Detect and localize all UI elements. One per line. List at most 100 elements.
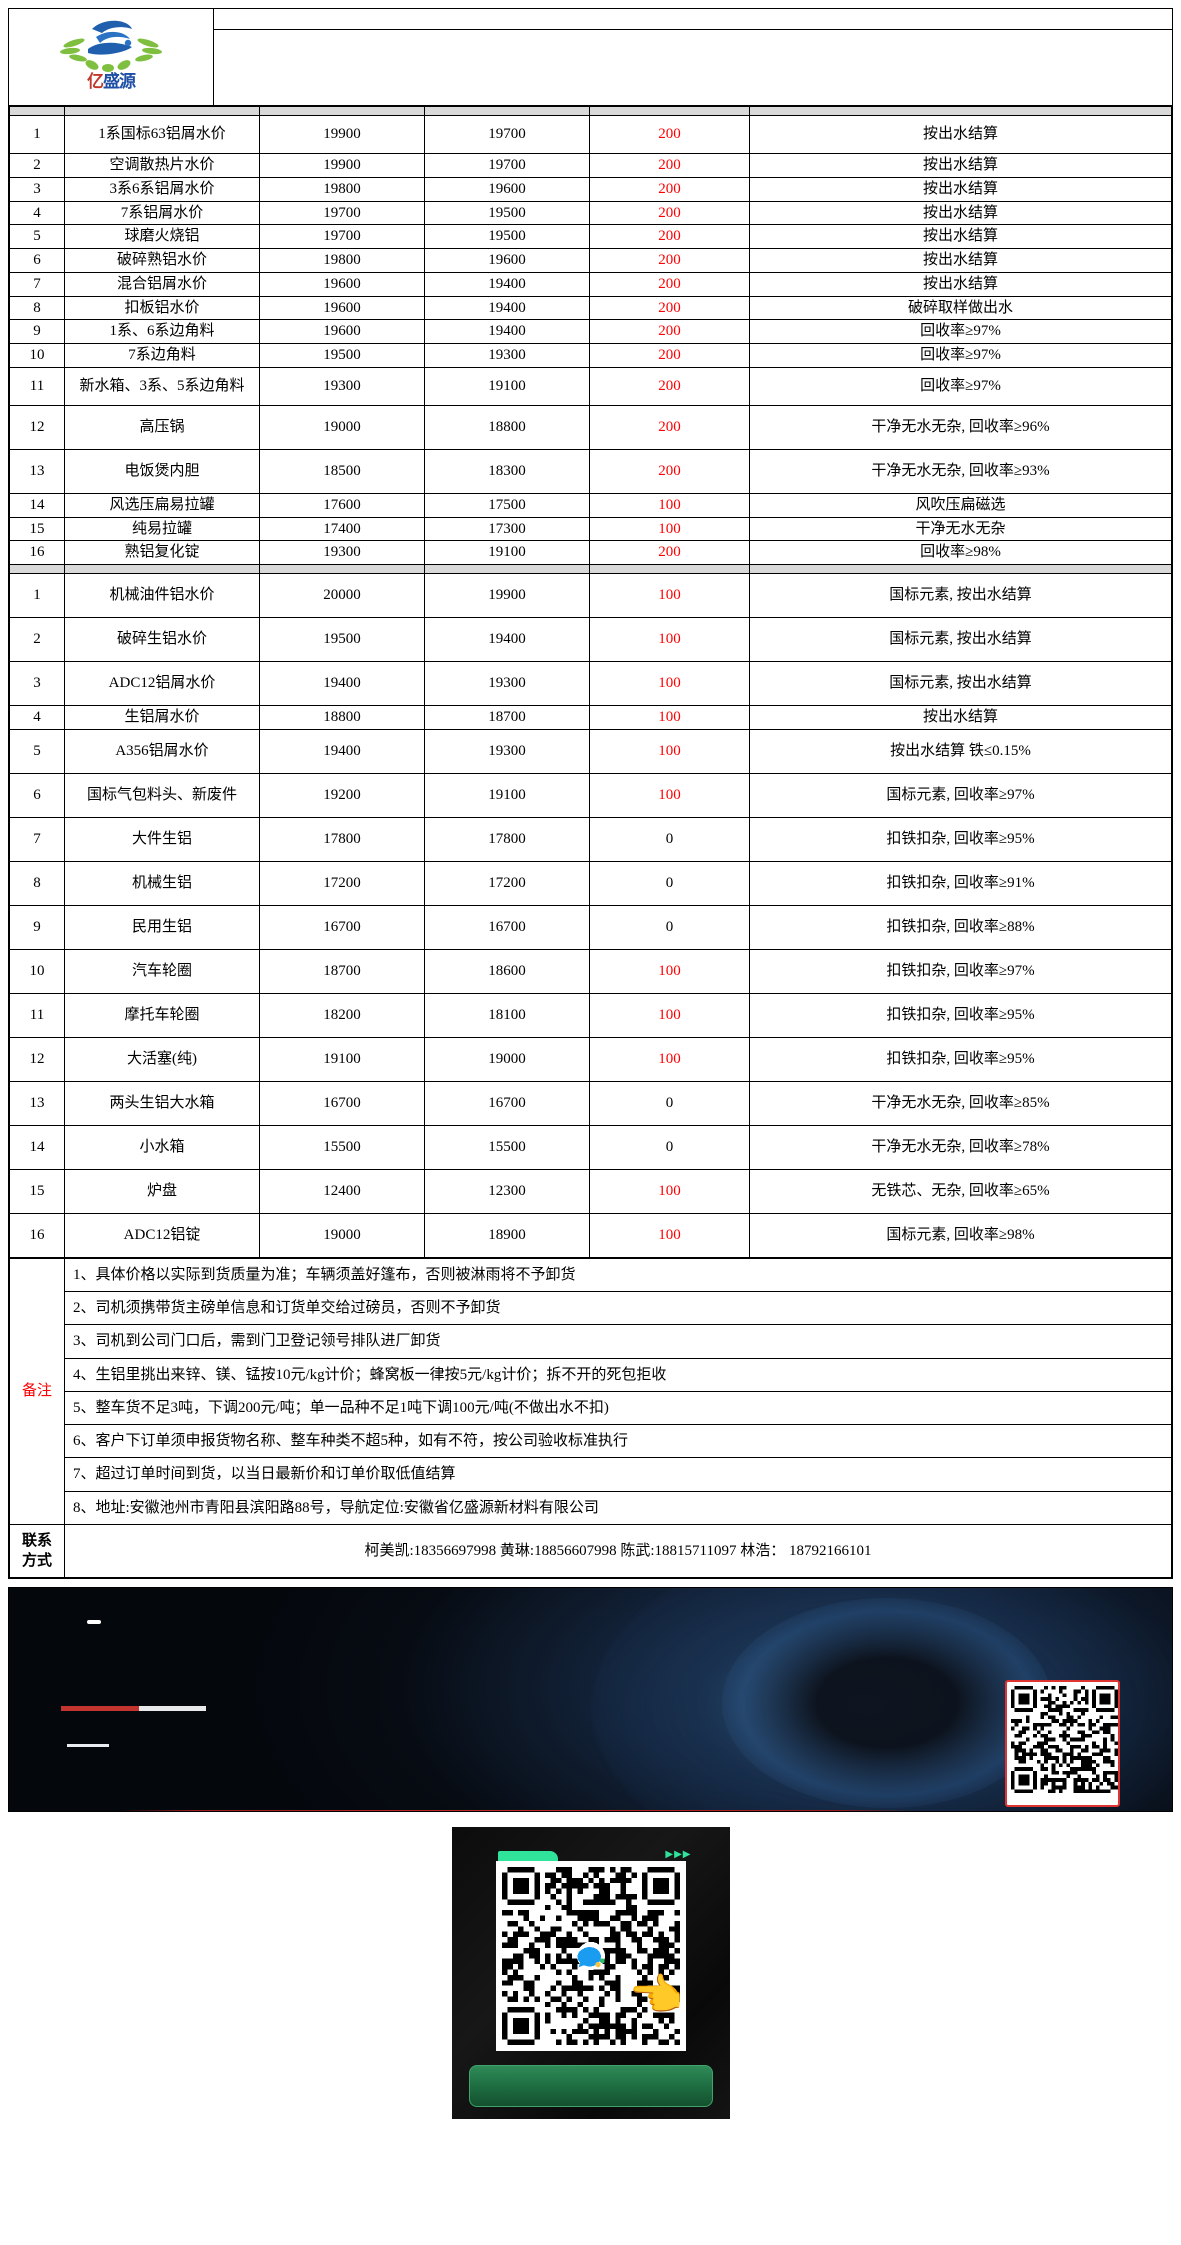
table-row: 1 机械油件铝水价 20000 19900 100 国标元素, 按出水结算 — [9, 573, 1172, 618]
table-row: 12 高压锅 19000 18800 200 干净无水无杂, 回收率≥96% — [9, 404, 1172, 450]
smm-aice-banner[interactable]: ♟ ☎ ✉ — [8, 1587, 1173, 1813]
row-today-price: 17200 — [259, 860, 425, 906]
row-standard: 回收率≥97% — [749, 343, 1172, 368]
remark-row: 备注 1、具体价格以实际到货质量为准；车辆须盖好篷布，否则被淋雨将不予卸货 — [9, 1257, 1172, 1525]
row-yesterday-price: 16700 — [424, 904, 590, 950]
row-standard: 扣铁扣杂, 回收率≥95% — [749, 992, 1172, 1038]
promo-qr-code[interactable] — [495, 1861, 686, 2052]
row-name: 民用生铝 — [64, 904, 260, 950]
row-change: 100 — [589, 728, 750, 774]
row-name: 汽车轮圈 — [64, 948, 260, 994]
row-no: 7 — [9, 271, 65, 297]
row-today-price: 19900 — [259, 115, 425, 154]
row-yesterday-price: 19500 — [424, 224, 590, 249]
table-row: 9 民用生铝 16700 16700 0 扣铁扣杂, 回收率≥88% — [9, 904, 1172, 950]
row-change: 0 — [589, 816, 750, 862]
remark-text: 8、地址:安徽池州市青阳县滨阳路88号，导航定位:安徽省亿盛源新材料有限公司 — [64, 1490, 1172, 1525]
row-no: 15 — [9, 1168, 65, 1214]
table-row: 10 7系边角料 19500 19300 200 回收率≥97% — [9, 343, 1172, 368]
row-change: 200 — [589, 343, 750, 368]
logo-mark-icon — [60, 20, 162, 72]
price-table-sheet: 亿盛源 — [8, 8, 1173, 1580]
row-no: 10 — [9, 948, 65, 994]
row-standard: 风吹压扁磁选 — [749, 492, 1172, 518]
remark-row: 6、客户下订单须申报货物名称、整车种类不超5种，如有不符，按公司验收标准执行 — [10, 1423, 1172, 1459]
table-row: 8 扣板铝水价 19600 19400 200 破碎取样做出水 — [9, 295, 1172, 321]
table-row: 9 1系、6系边角料 19600 19400 200 回收率≥97% — [9, 319, 1172, 344]
row-today-price: 19100 — [259, 1036, 425, 1082]
row-yesterday-price: 17800 — [424, 816, 590, 862]
row-standard: 干净无水无杂, 回收率≥93% — [749, 448, 1172, 494]
table-row: 5 球磨火烧铝 19700 19500 200 按出水结算 — [9, 224, 1172, 249]
join-group-button[interactable] — [468, 2065, 713, 2108]
row-name: 熟铝复化锭 — [64, 540, 260, 565]
row-yesterday-price: 16700 — [424, 1080, 590, 1126]
row-no: 13 — [9, 1080, 65, 1126]
row-change: 0 — [589, 860, 750, 906]
row-no: 9 — [9, 904, 65, 950]
banner-rule — [61, 1706, 206, 1712]
table-row: 15 炉盘 12400 12300 100 无铁芯、无杂, 回收率≥65% — [9, 1168, 1172, 1214]
banner-dates — [59, 1728, 117, 1764]
col-no — [9, 106, 65, 116]
banner-qr-code[interactable] — [1005, 1680, 1120, 1808]
remark-row: 3、司机到公司门口后，需到门卫登记领号排队进厂卸货 — [10, 1324, 1172, 1359]
row-name: 大活塞(纯) — [64, 1036, 260, 1082]
row-yesterday-price: 18300 — [424, 448, 590, 494]
table-row: 1 1系国标63铝屑水价 19900 19700 200 按出水结算 — [9, 115, 1172, 154]
banner-contact-bar: ♟ ☎ ✉ — [117, 1810, 912, 1812]
promo-card[interactable]: ▶▶▶ 👈 — [451, 1827, 730, 2120]
row-standard: 按出水结算 — [749, 224, 1172, 249]
qr-code-icon — [501, 1867, 680, 2046]
row-yesterday-price: 18600 — [424, 948, 590, 994]
row-yesterday-price: 17500 — [424, 492, 590, 518]
remark-text: 1、具体价格以实际到货质量为准；车辆须盖好篷布，否则被淋雨将不予卸货 — [64, 1257, 1172, 1293]
table-row: 6 破碎熟铝水价 19800 19600 200 按出水结算 — [9, 248, 1172, 273]
row-today-price: 12400 — [259, 1168, 425, 1214]
row-yesterday-price: 19300 — [424, 343, 590, 368]
row-change: 200 — [589, 115, 750, 154]
row-today-price: 16700 — [259, 1080, 425, 1126]
row-no: 16 — [9, 540, 65, 565]
remarks-label: 备注 — [9, 1257, 65, 1525]
row-name: 空调散热片水价 — [64, 153, 260, 178]
col-change — [589, 106, 750, 116]
row-change: 0 — [589, 904, 750, 950]
col-change — [589, 564, 750, 574]
row-standard: 国标元素, 按出水结算 — [749, 573, 1172, 618]
row-standard: 扣铁扣杂, 回收率≥95% — [749, 816, 1172, 862]
row-standard: 按出水结算 — [749, 200, 1172, 226]
row-yesterday-price: 19600 — [424, 248, 590, 273]
row-change: 100 — [589, 573, 750, 618]
logo-wordmark: 亿盛源 — [87, 72, 136, 91]
row-no: 5 — [9, 728, 65, 774]
row-no: 5 — [9, 224, 65, 249]
row-no: 16 — [9, 1212, 65, 1258]
row-yesterday-price: 19600 — [424, 176, 590, 202]
row-standard: 按出水结算 — [749, 176, 1172, 202]
table-row: 2 破碎生铝水价 19500 19400 100 国标元素, 按出水结算 — [9, 617, 1172, 662]
row-no: 2 — [9, 153, 65, 178]
promo-qr-wrap[interactable]: ▶▶▶ 👈 — [495, 1849, 690, 2052]
remark-row: 8、地址:安徽池州市青阳县滨阳路88号，导航定位:安徽省亿盛源新材料有限公司 — [10, 1490, 1172, 1525]
table-row: 15 纯易拉罐 17400 17300 100 干净无水无杂 — [9, 516, 1172, 542]
row-today-price: 19800 — [259, 176, 425, 202]
row-change: 100 — [589, 492, 750, 518]
row-today-price: 17400 — [259, 516, 425, 542]
row-name: 1系国标63铝屑水价 — [64, 115, 260, 154]
row-no: 15 — [9, 516, 65, 542]
row-no: 14 — [9, 492, 65, 518]
row-no: 3 — [9, 661, 65, 706]
row-today-price: 19300 — [259, 366, 425, 406]
row-name: 两头生铝大水箱 — [64, 1080, 260, 1126]
col-no — [9, 564, 65, 574]
row-name: 风选压扁易拉罐 — [64, 492, 260, 518]
row-name: 机械生铝 — [64, 860, 260, 906]
row-today-price: 18700 — [259, 948, 425, 994]
row-today-price: 19600 — [259, 295, 425, 321]
remark-text: 3、司机到公司门口后，需到门卫登记领号排队进厂卸货 — [64, 1324, 1172, 1359]
row-name: 大件生铝 — [64, 816, 260, 862]
row-change: 200 — [589, 271, 750, 297]
row-no: 14 — [9, 1124, 65, 1170]
table-row: 14 小水箱 15500 15500 0 干净无水无杂, 回收率≥78% — [9, 1124, 1172, 1170]
